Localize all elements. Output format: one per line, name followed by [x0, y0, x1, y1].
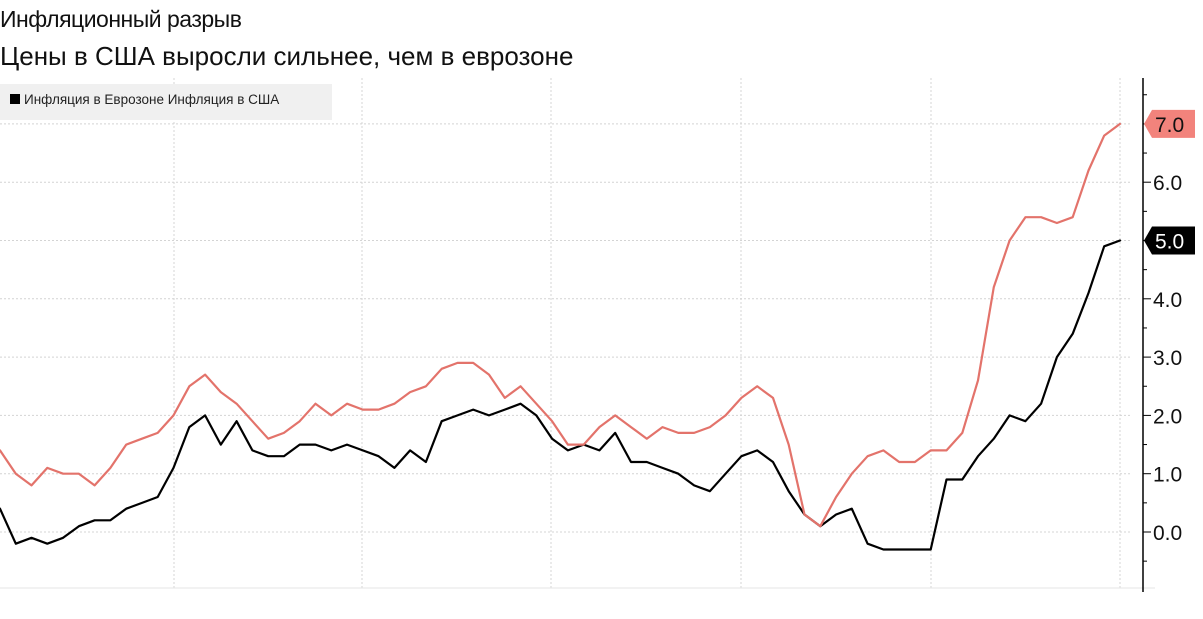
y-tick-label: 1.0	[1153, 464, 1182, 487]
last-value-label-usa: 7.0	[1155, 114, 1184, 137]
chart-subtitle: Цены в США выросли сильнее, чем в еврозо…	[0, 41, 574, 71]
legend-swatch-eurozone	[10, 94, 20, 104]
last-value-label-eurozone: 5.0	[1155, 231, 1184, 254]
y-tick-label: 2.0	[1153, 405, 1182, 428]
y-tick-label: 3.0	[1153, 347, 1182, 370]
y-tick-label: 0.0	[1153, 522, 1182, 545]
legend-box	[0, 84, 332, 120]
y-tick-label: 6.0	[1153, 172, 1182, 195]
y-tick-label: 4.0	[1153, 289, 1182, 312]
series-line-eurozone	[0, 239, 1122, 551]
series-line-usa	[0, 122, 1122, 528]
chart-title: Инфляционный разрыв	[0, 6, 242, 32]
legend-text: Инфляция в Еврозоне Инфляция в США	[24, 92, 279, 107]
last-value-badge-eurozone	[1144, 226, 1195, 255]
last-value-badge-usa	[1144, 109, 1195, 138]
